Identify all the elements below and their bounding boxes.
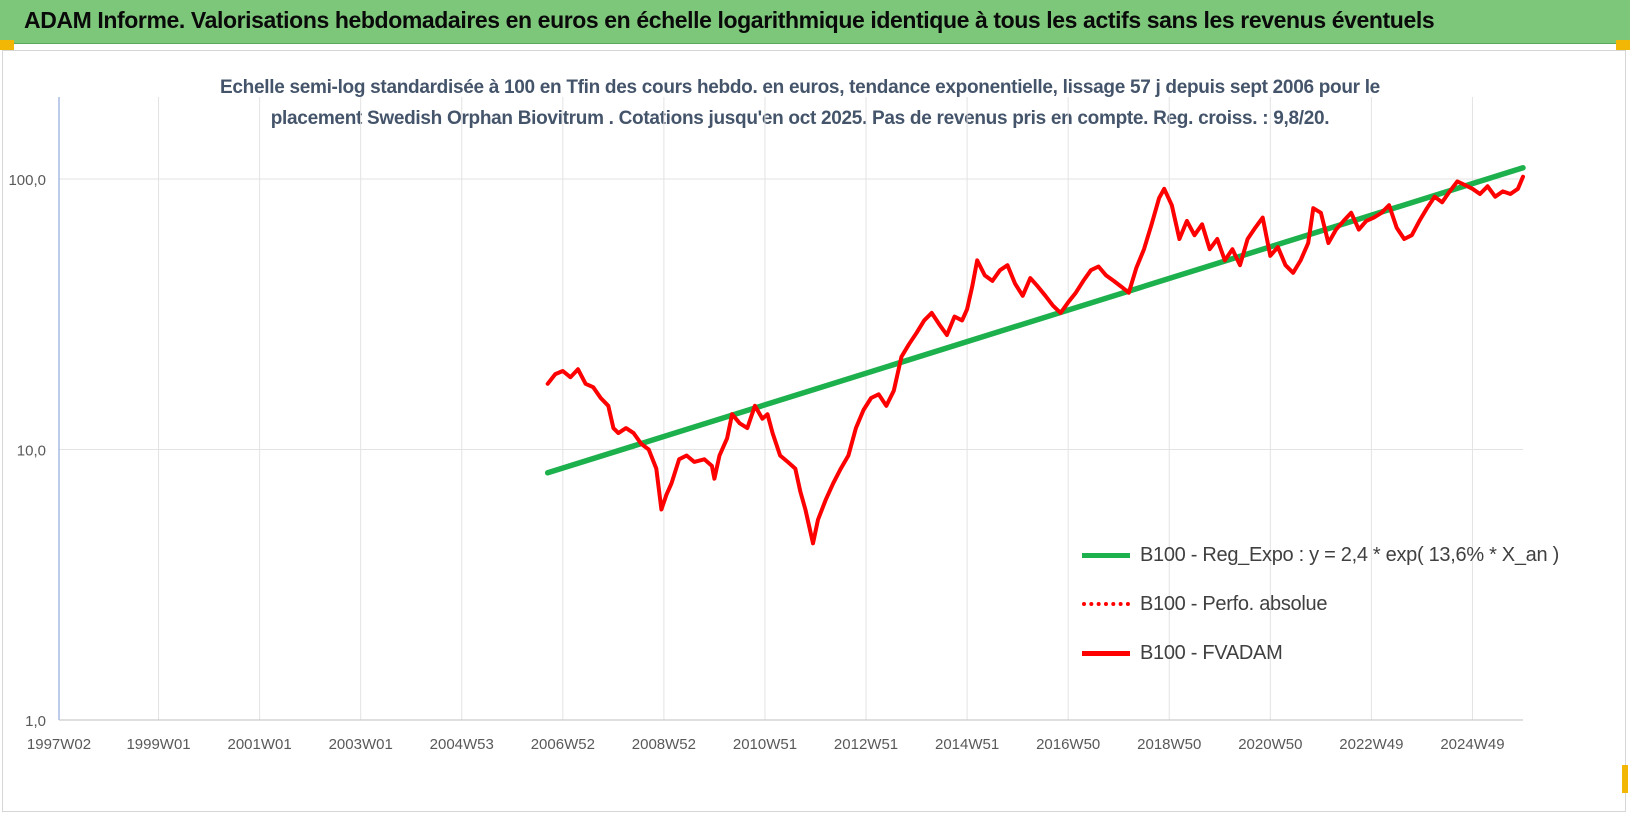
legend-swatch-fvadam [1082,650,1130,656]
chart-grid [59,97,1523,720]
chart-tick-labels: 1,0 10,0 100,0 1997W02 1999W01 2001W01 2003W01… [8,172,1504,753]
legend-swatch-perfo [1082,602,1130,606]
x-tick-label: 2020W50 [1238,736,1302,753]
chart-title-line-2: placement Swedish Orphan Biovitrum . Cot… [270,108,1330,129]
x-tick-label: 2010W51 [733,736,797,753]
chart-axes [58,97,1523,721]
legend-label-trend: B100 - Reg_Expo : y = 2,4 * exp( 13,6% *… [1140,543,1559,566]
fvadam-line [545,174,1525,546]
chart-title-line-1: Echelle semi-log standardisée à 100 en T… [220,77,1380,98]
legend-swatch-trend [1082,552,1130,558]
x-tick-label: 2022W49 [1339,736,1403,753]
legend-item-trend: B100 - Reg_Expo : y = 2,4 * exp( 13,6% *… [1082,540,1559,570]
x-tick-label: 2006W52 [531,736,595,753]
trend-line [544,165,1526,476]
header-banner: ADAM Informe. Valorisations hebdomadaire… [0,0,1630,44]
x-tick-label: 2008W52 [632,736,696,753]
chart-frame [2,50,1626,812]
x-tick-label: 2001W01 [228,736,292,753]
legend-item-fvadam: B100 - FVADAM [1082,638,1283,668]
legend-label-perfo: B100 - Perfo. absolue [1140,592,1328,615]
corner-marker-left [0,40,14,50]
corner-marker-bottom-right [1622,765,1628,793]
y-tick-label: 10,0 [17,443,46,460]
x-tick-label: 2012W51 [834,736,898,753]
legend-item-perfo: B100 - Perfo. absolue [1082,589,1327,619]
chart-series [544,165,1526,546]
x-tick-label: 1997W02 [27,736,91,753]
y-tick-label: 100,0 [8,172,46,189]
x-tick-label: 2024W49 [1440,736,1504,753]
x-tick-label: 1999W01 [126,736,190,753]
banner-title: ADAM Informe. Valorisations hebdomadaire… [24,7,1435,33]
corner-marker-right [1616,40,1630,50]
x-tick-label: 2003W01 [329,736,393,753]
legend-label-fvadam: B100 - FVADAM [1140,641,1283,664]
x-tick-label: 2018W50 [1137,736,1201,753]
x-tick-label: 2014W51 [935,736,999,753]
y-tick-label: 1,0 [25,713,46,730]
x-tick-label: 2004W53 [430,736,494,753]
chart-title: Echelle semi-log standardisée à 100 en T… [150,72,1450,134]
x-tick-label: 2016W50 [1036,736,1100,753]
